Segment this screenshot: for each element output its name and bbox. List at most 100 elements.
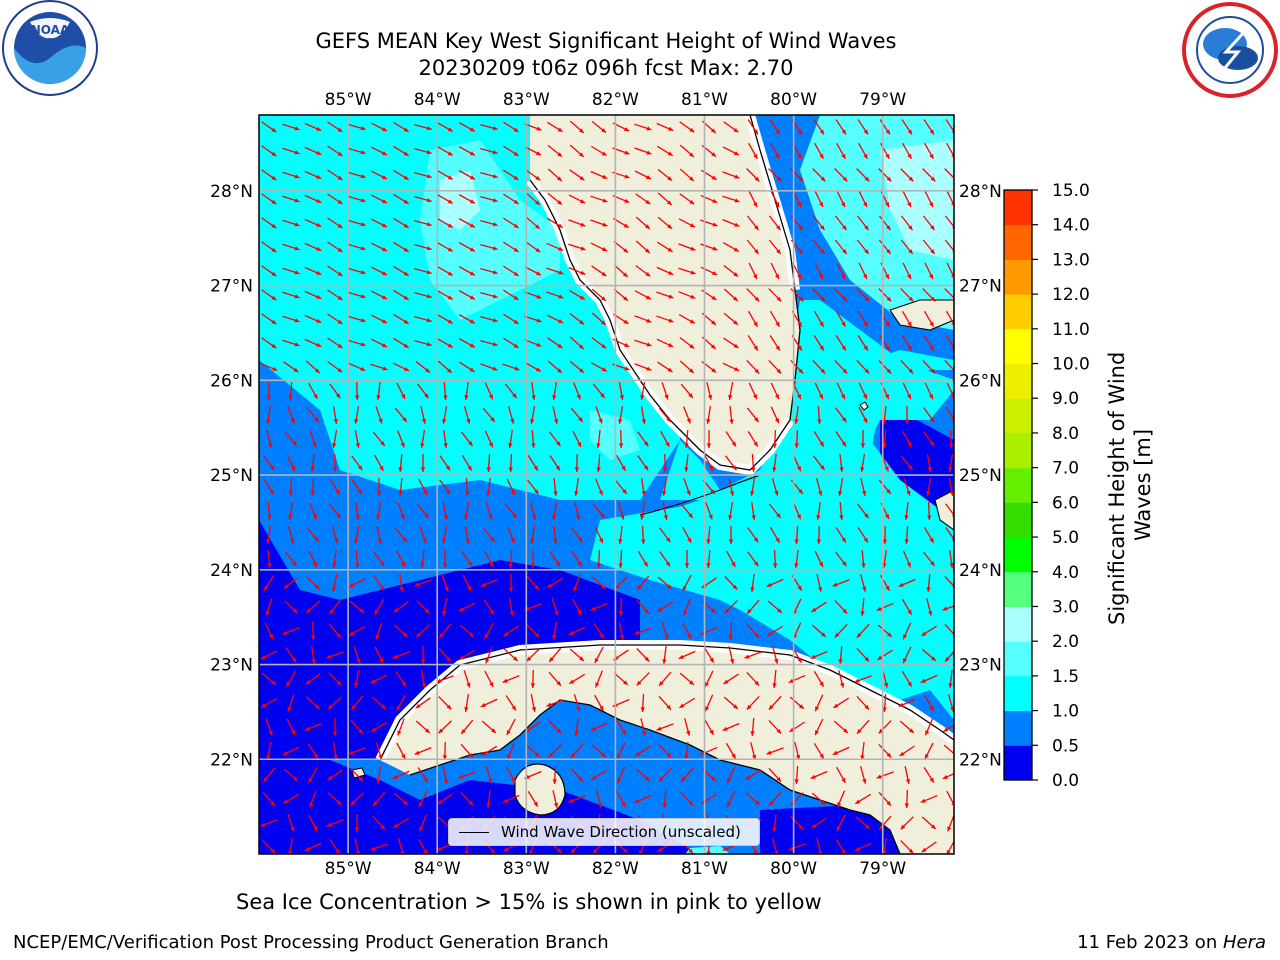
wind-wave-arrow [679,697,695,709]
lat-tick-label: 22°N [210,750,253,770]
wind-wave-arrow [768,791,782,807]
wind-wave-arrow [704,454,714,472]
wind-wave-arrow [458,266,476,276]
wind-wave-arrow [261,121,277,133]
wind-wave-arrow [682,574,692,592]
wind-wave-arrow [397,718,405,736]
wind-wave-arrow [265,718,273,736]
colorbar-tick-label: 0.0 [1052,771,1079,791]
wind-wave-arrow [546,267,564,275]
lon-tick-label: 81°W [681,90,728,110]
wind-wave-arrow [640,478,646,496]
wind-wave-arrow [860,597,865,617]
wind-wave-arrow [464,381,469,401]
wind-wave-arrow [679,193,695,205]
wind-wave-arrow [706,382,713,400]
wind-wave-arrow [835,310,847,328]
wind-wave-arrow [261,289,277,301]
colorbar-segment [1004,502,1032,538]
legend-label: Wind Wave Direction (unscaled) [501,823,741,841]
lon-tick-label: 82°W [592,90,639,110]
wind-wave-arrow [882,525,888,545]
wind-wave-arrow [547,192,563,206]
wind-wave-arrow [486,789,491,809]
wind-wave-arrow [503,145,519,157]
wind-wave-arrow [525,169,541,181]
wind-wave-arrow [480,268,498,275]
wind-wave-arrow [392,817,410,829]
wind-wave-arrow [327,337,343,349]
wind-wave-arrow [591,744,607,758]
wind-wave-arrow [531,381,536,401]
wind-wave-arrow [327,121,343,133]
wind-wave-arrow [414,148,432,155]
wind-wave-arrow [746,288,760,302]
wind-wave-arrow [568,194,586,204]
wind-wave-arrow [370,363,388,371]
wind-wave-arrow [304,146,322,156]
wind-wave-arrow [530,406,536,424]
wind-wave-arrow [327,241,343,253]
wind-wave-arrow [310,477,315,497]
wind-wave-arrow [816,838,823,854]
lat-tick-label: 27°N [210,277,253,297]
wind-wave-arrow [308,550,318,568]
wind-wave-arrow [503,313,519,325]
wind-wave-arrow [418,790,428,808]
wind-wave-arrow [370,170,388,180]
wind-wave-arrow [373,575,385,591]
wind-wave-arrow [900,168,914,182]
footer-date: 11 Feb 2023 on Hera [1077,932,1266,953]
wind-wave-arrow [436,313,454,325]
wind-wave-arrow [527,791,539,807]
wind-wave-arrow [900,455,914,471]
wind-wave-arrow [790,168,804,182]
wind-wave-arrow [549,455,561,471]
wind-wave-arrow [261,337,277,349]
wind-wave-arrow [265,598,273,616]
wind-wave-arrow [304,194,322,204]
wind-wave-arrow [503,337,519,349]
colorbar-segment [1004,398,1032,434]
wind-wave-arrow [574,502,581,520]
wind-wave-arrow [947,814,954,832]
wind-wave-arrow [484,382,494,400]
wind-wave-arrow [287,694,295,712]
wind-wave-arrow [901,119,913,135]
wind-wave-arrow [548,647,562,663]
lon-tick-label: 82°W [592,859,639,879]
wind-wave-arrow [414,124,432,131]
wind-wave-arrow [419,526,427,544]
wind-wave-arrow [722,146,740,156]
wind-wave-arrow [812,360,826,374]
wind-wave-arrow [924,694,934,712]
wind-wave-arrow [613,240,629,254]
wind-wave-arrow [573,694,581,712]
wind-wave-arrow [792,502,802,520]
wind-wave-arrow [506,478,516,496]
wind-wave-arrow [788,674,806,684]
wind-wave-arrow [285,647,297,663]
wind-wave-arrow [924,382,934,400]
wind-wave-arrow [926,598,933,616]
wind-wave-arrow [794,429,799,449]
wind-wave-arrow [416,600,430,614]
wind-wave-arrow [876,771,894,779]
wind-wave-arrow [436,193,454,205]
wind-wave-arrow [350,695,364,711]
wind-wave-arrow [305,360,321,374]
wind-wave-arrow [282,746,300,756]
wind-wave-arrow [393,169,409,181]
wind-wave-arrow [570,527,584,543]
wind-wave-arrows [260,119,954,854]
wind-wave-arrow [393,601,409,613]
wind-wave-arrow [417,383,429,399]
wind-wave-arrow [705,502,713,520]
wind-wave-arrow [416,503,430,519]
wind-wave-arrow [552,382,558,400]
wind-wave-arrow [723,288,739,302]
wind-wave-arrow [678,243,696,251]
wind-wave-arrow [657,361,673,373]
wind-wave-arrow [263,575,275,591]
lon-tick-label: 85°W [325,859,372,879]
